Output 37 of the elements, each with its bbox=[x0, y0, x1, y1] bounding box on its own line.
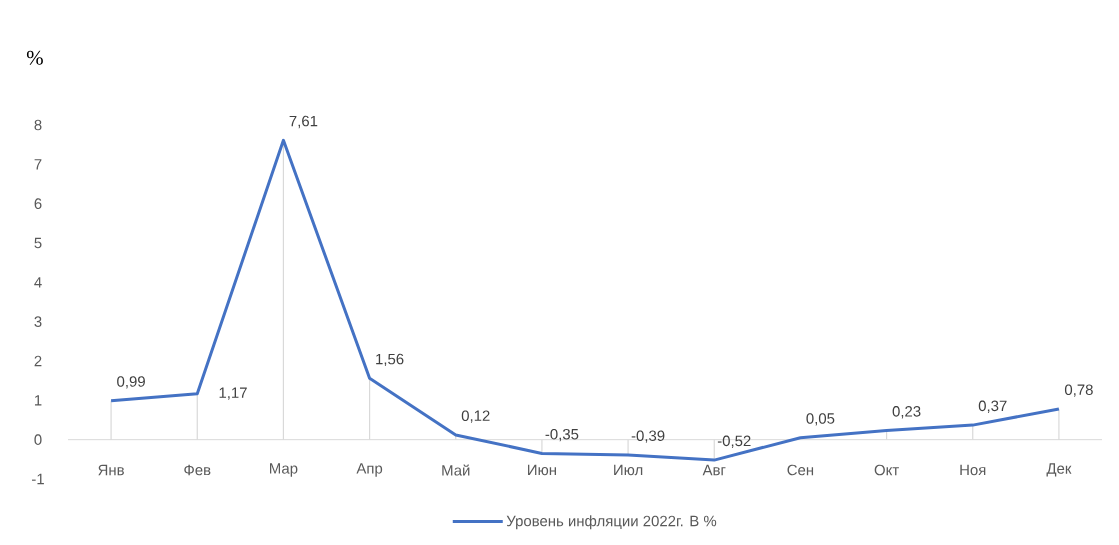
x-tick-label: Апр bbox=[356, 463, 383, 477]
x-tick-label: Окт bbox=[874, 464, 899, 476]
data-label: 1,17 bbox=[219, 387, 247, 400]
data-label: -0,35 bbox=[545, 428, 579, 442]
x-tick-label: Фев bbox=[184, 464, 211, 476]
data-label: 0,23 bbox=[892, 406, 921, 419]
line-series bbox=[109, 138, 1061, 462]
y-tick-label: 6 bbox=[34, 198, 42, 209]
x-tick-label: Июн bbox=[528, 464, 556, 476]
legend-label: Уровень инфляции 2022г. В % bbox=[506, 515, 717, 530]
data-label: 1,56 bbox=[376, 353, 404, 367]
y-tick-label: 8 bbox=[34, 119, 42, 131]
y-tick-label: 4 bbox=[34, 277, 42, 288]
y-tick-label: 1 bbox=[34, 395, 42, 406]
data-label: 7,61 bbox=[289, 115, 318, 129]
data-label: 0,12 bbox=[461, 410, 490, 423]
y-tick-label: 2 bbox=[34, 355, 42, 367]
data-label: 0,05 bbox=[806, 413, 835, 426]
y-tick-label: 5 bbox=[34, 237, 42, 249]
x-tick-label: Дек bbox=[1046, 463, 1072, 477]
y-tick-label: 7 bbox=[34, 159, 42, 170]
y-tick-label: 0 bbox=[34, 434, 42, 445]
data-label: 0,99 bbox=[117, 376, 145, 389]
data-label: 0,78 bbox=[1064, 384, 1093, 397]
x-tick-label: Мар bbox=[270, 463, 298, 477]
data-label: -0,39 bbox=[631, 430, 665, 443]
x-tick-label: Авг bbox=[702, 464, 726, 476]
x-tick-label: Янв bbox=[98, 464, 124, 476]
y-tick-label: -1 bbox=[32, 473, 44, 485]
y-axis-title: % bbox=[26, 50, 43, 65]
x-tick-label: Май bbox=[442, 464, 470, 476]
data-label: 0,37 bbox=[978, 400, 1007, 413]
x-tick-label: Июл bbox=[614, 464, 643, 476]
x-tick-label: Сен bbox=[787, 464, 814, 476]
data-label: -0,52 bbox=[717, 435, 751, 448]
x-tick-label: Ноя bbox=[960, 464, 986, 476]
y-tick-label: 3 bbox=[34, 316, 42, 327]
